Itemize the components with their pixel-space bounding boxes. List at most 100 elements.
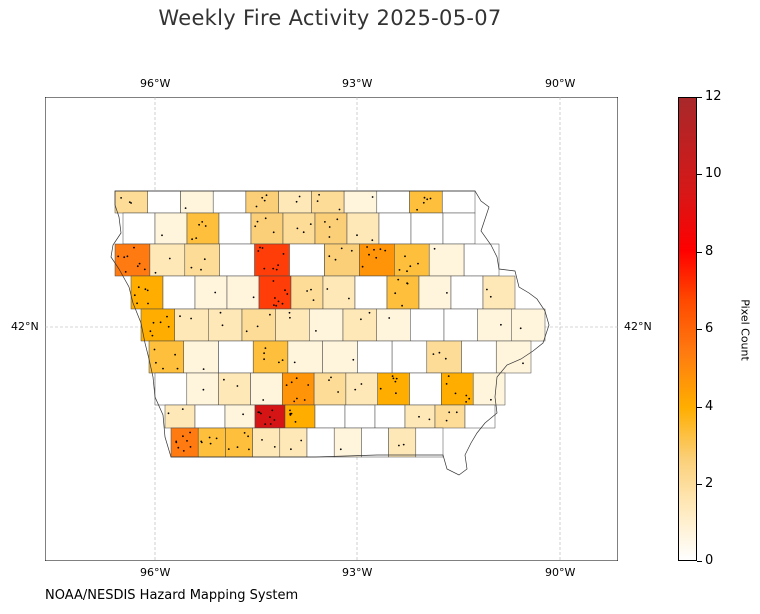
county [361,427,389,458]
county [496,340,532,374]
fire-detection-point [273,304,275,306]
county [426,340,462,374]
fire-detection-point [368,311,371,314]
fire-detection-point [243,432,246,434]
fire-detection-point [137,286,140,289]
county [174,308,209,342]
fire-detection-point [263,358,265,361]
county [254,243,290,277]
county [250,212,284,245]
fire-detection-point [258,411,261,414]
fire-detection-point [348,297,350,300]
fire-detection-point [168,257,171,260]
fire-detection-point [302,231,305,234]
fire-detection-point [264,423,267,425]
fire-detection-point [133,294,136,297]
county [180,190,214,214]
colorbar-title: Pixel Count [738,299,752,361]
fire-detection-point [318,193,320,196]
fire-detection-point [337,391,339,393]
fire-detection-point [522,362,524,365]
fire-detection-point [433,247,436,250]
fire-detection-point [312,299,315,301]
fire-detection-points [117,193,524,452]
fire-detection-point [423,196,426,199]
fire-detection-point [182,435,184,438]
fire-detection-point [298,195,301,198]
colorbar-label-0: 0 [705,553,714,568]
fire-detection-point [182,450,185,452]
county [224,404,256,429]
fire-detection-point [143,268,146,271]
fire-detection-point [147,302,149,305]
fire-detection-point [274,297,276,299]
county [306,427,335,458]
fire-detection-point [202,368,205,370]
fire-detection-point [259,246,261,249]
iowa-state-outline [110,190,550,476]
fire-detection-point [339,448,342,451]
county [218,372,251,406]
fire-detection-point [166,315,168,318]
fire-detection-point [263,267,266,270]
fire-detection-point [296,397,298,400]
map-title: Weekly Fire Activity 2025-05-07 [158,6,502,30]
fire-detection-point [271,409,274,412]
county [154,372,188,406]
fire-detection-point [272,231,275,234]
fire-detection-point [296,227,299,230]
fire-detection-point [418,415,420,418]
fire-detection-point [177,446,180,449]
fire-detection-point [198,223,201,226]
county [343,190,378,214]
fire-detection-point [130,202,132,204]
fire-detection-point [489,295,492,298]
fire-detection-point [295,200,298,203]
fire-detection-point [326,288,329,290]
fire-detection-point [300,439,303,442]
fire-detection-point [191,238,194,241]
lon-label-bottom-90: 90°W [545,566,576,579]
county [386,275,420,310]
county [194,275,228,310]
fire-detection-point [328,255,331,258]
fire-detection-point [195,237,198,240]
fire-detection-point [223,378,225,381]
colorbar-label-10: 10 [705,166,722,181]
county [197,427,226,458]
county [289,243,325,277]
fire-detection-point [350,249,353,252]
county [434,404,466,429]
fire-detection-point [373,248,375,251]
fire-detection-point [151,334,154,337]
fire-detection-point [416,208,418,211]
fire-detection-point [303,399,306,401]
fire-detection-point [221,324,224,327]
fire-detection-point [294,421,297,423]
county [164,404,196,429]
fire-detection-point [281,359,284,361]
fire-detection-point [391,375,394,377]
fire-detection-point [219,311,222,314]
fire-detection-point [248,448,250,451]
fire-detection-point [445,383,448,385]
fire-detection-point [245,330,248,333]
county [322,275,356,310]
county [443,308,478,342]
county [122,212,156,245]
fire-detection-point [264,347,267,349]
fire-detection-point [273,446,276,448]
fire-detection-point [153,348,156,351]
fire-detection-point [262,399,265,401]
county [278,190,312,214]
fire-detection-point [275,304,278,307]
fire-detection-point [256,325,259,328]
fire-detection-point [159,321,162,324]
colorbar-label-8: 8 [705,244,714,259]
county [279,427,308,458]
county [404,404,436,429]
fire-detection-point [227,448,230,450]
county [314,404,346,429]
fire-detection-point [282,253,285,255]
fire-detection-point [136,265,139,268]
